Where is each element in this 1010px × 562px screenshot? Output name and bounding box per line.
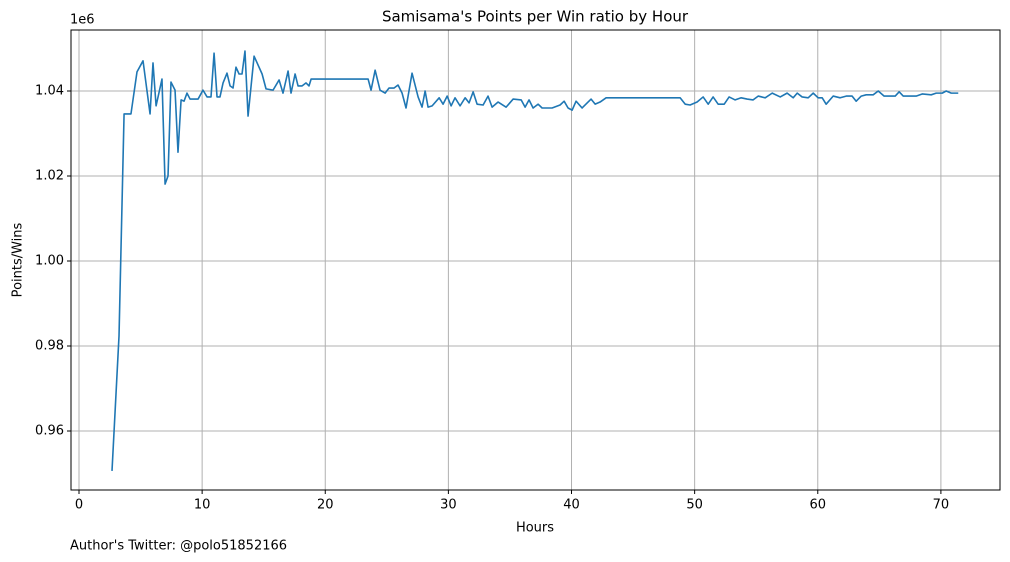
x-tick-label: 70 — [933, 498, 950, 513]
x-axis-label: Hours — [516, 521, 554, 536]
plot-frame — [70, 29, 1001, 491]
chart-title: Samisama's Points per Win ratio by Hour — [382, 8, 689, 26]
x-tick-label: 40 — [563, 498, 580, 513]
x-tick-label: 30 — [440, 498, 457, 513]
x-tick-label: 10 — [194, 498, 211, 513]
x-tick-label: 20 — [317, 498, 334, 513]
y-tick-label: 1.00 — [35, 253, 64, 268]
footer: Author's Twitter: @polo51852166 — [70, 539, 287, 554]
y-tick-label: 1.04 — [35, 83, 64, 98]
x-tick-label: 0 — [75, 498, 83, 513]
x-tick-label: 50 — [686, 498, 703, 513]
x-tick-label: 60 — [809, 498, 826, 513]
y-tick-label: 0.96 — [35, 424, 64, 439]
y-tick-label: 0.98 — [35, 339, 64, 354]
y-tick-label: 1.02 — [35, 168, 64, 183]
y-offset-label: 1e6 — [70, 13, 95, 28]
y-axis-label: Points/Wins — [11, 222, 26, 297]
data-line — [111, 50, 959, 472]
